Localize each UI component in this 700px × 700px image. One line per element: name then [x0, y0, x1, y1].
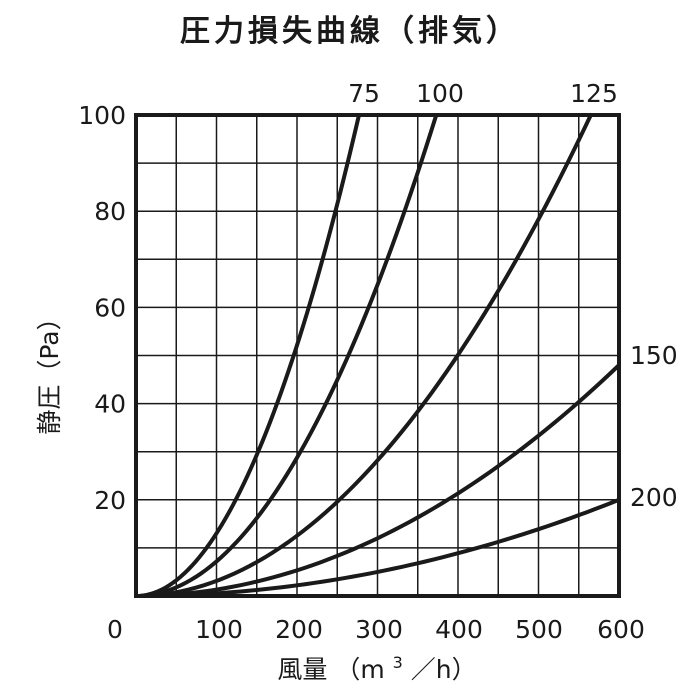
y-tick-labels: 20 40 60 80 100	[78, 101, 126, 515]
y-tick-label: 40	[94, 390, 126, 419]
curve-125	[134, 113, 593, 598]
x-axis-label-unit-pre: （m	[335, 655, 384, 684]
y-tick-label: 100	[78, 101, 126, 130]
curves	[134, 113, 621, 598]
x-tick-label: 600	[597, 615, 645, 644]
x-tick-label: 300	[355, 615, 403, 644]
x-tick-label: 100	[195, 615, 243, 644]
curve-100	[134, 113, 439, 598]
x-tick-label: 500	[515, 615, 563, 644]
y-tick-label: 80	[94, 197, 126, 226]
curve-75	[134, 113, 361, 598]
curve-label-150: 150	[630, 341, 678, 370]
x-tick-label: 200	[275, 615, 323, 644]
curve-label-100: 100	[416, 79, 464, 108]
x-axis-label: 風量 （m 3 ／h）	[277, 645, 476, 684]
curve-label-200: 200	[630, 483, 678, 512]
chart-title: 圧力損失曲線（排気）	[180, 14, 520, 49]
y-tick-label: 20	[94, 486, 126, 515]
curve-labels: 75 100 125 150 200	[348, 79, 678, 512]
y-tick-label: 60	[94, 293, 126, 322]
plot-frame	[134, 113, 621, 598]
x-axis-label-main: 風量	[277, 655, 327, 684]
curve-150	[134, 363, 621, 598]
x-axis-label-unit-post: ／h）	[411, 655, 477, 684]
x-axis-label-unit-sup: 3	[393, 653, 403, 672]
x-tick-label: 400	[435, 615, 483, 644]
y-axis-label: 静圧（Pa）	[35, 305, 64, 434]
curve-label-75: 75	[348, 79, 380, 108]
curve-label-125: 125	[570, 79, 618, 108]
x-tick-labels: 0 100 200 300 400 500 600	[107, 615, 645, 644]
grid	[136, 115, 619, 596]
x-tick-label: 0	[107, 615, 123, 644]
curve-200	[134, 497, 621, 598]
